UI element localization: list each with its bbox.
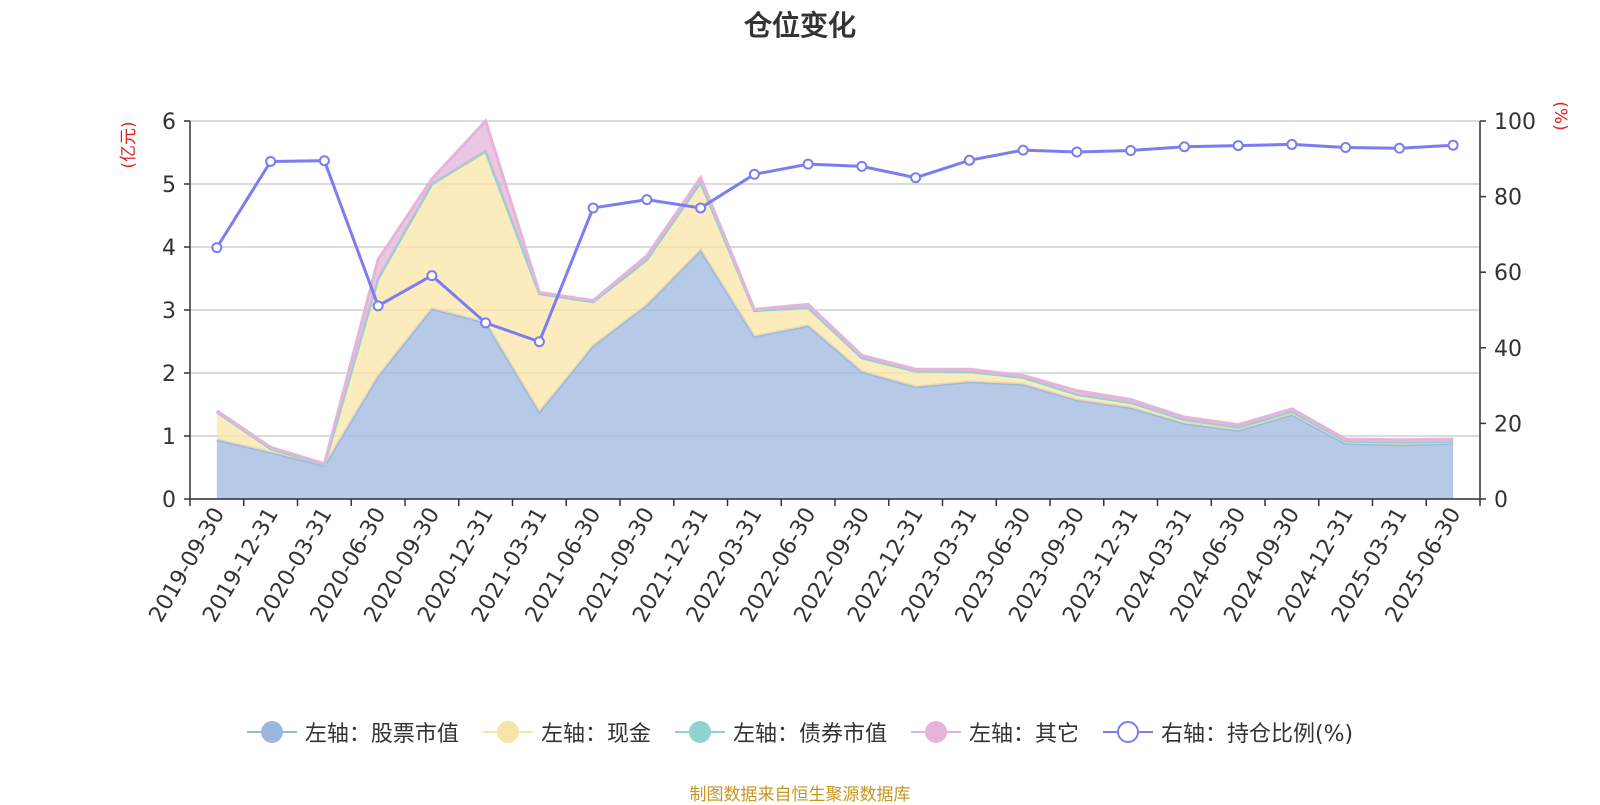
legend-label: 左轴：现金 [540,722,651,747]
y-left-unit-label: (亿元) [119,121,139,168]
legend-item-bond[interactable]: 左轴：债券市值 [674,716,887,748]
source-note: 制图数据来自恒生聚源数据库 [689,785,911,805]
ratio-point [963,154,975,166]
ratio-point [265,155,277,167]
ratio-point [318,155,330,167]
y-left-tick-label: 2 [162,362,176,387]
legend-label: 左轴：股票市值 [304,722,459,747]
legend-label: 左轴：其它 [968,722,1079,747]
ratio-point [1071,146,1083,158]
ratio-point [587,202,599,214]
ratio-point [1232,140,1244,152]
legend-item-cash[interactable]: 左轴：现金 [482,716,651,748]
y-right-tick-label: 60 [1494,261,1522,286]
ratio-line [215,142,1454,344]
ratio-point [1447,139,1459,151]
ratio-point [748,168,760,180]
ratio-point [802,158,814,170]
y-right-tick-label: 100 [1494,110,1536,135]
ratio-point [480,317,492,329]
y-right-tick-label: 40 [1494,337,1522,362]
ratio-point [372,300,384,312]
legend-item-stock[interactable]: 左轴：股票市值 [246,716,459,748]
ratio-point [211,242,223,254]
legend-circle-icon [674,720,725,744]
area-左轴：现金 [216,151,1454,466]
ratio-point [910,172,922,184]
legend-circle-icon [482,720,533,744]
y-left-tick-label: 0 [162,488,176,513]
area-edge-左轴：其它 [216,118,1454,466]
ratio-point [1286,138,1298,150]
ratio-point [1125,144,1137,156]
legend-label: 左轴：债券市值 [732,722,887,747]
ratio-point [641,194,653,206]
ratio-point [1340,141,1352,153]
area-左轴：股票市值 [216,250,1454,499]
ratio-point [695,202,707,214]
y-right-unit-label: (%) [1550,101,1570,130]
ratio-point [533,336,545,348]
y-left-tick-label: 6 [162,110,176,135]
y-left-tick-label: 5 [162,173,176,198]
legend-hollow-circle-icon [1102,720,1153,744]
ratio-point [1017,144,1029,156]
chart-title: 仓位变化 [743,9,856,42]
ratio-point [426,270,438,282]
legend-item-other[interactable]: 左轴：其它 [910,716,1079,748]
ratio-point [1393,142,1405,154]
legend-circle-icon [910,720,961,744]
legend-label: 右轴：持仓比例(%) [1160,722,1354,747]
ratio-point [1178,141,1190,153]
y-left-tick-label: 3 [162,299,176,324]
y-right-tick-label: 0 [1494,488,1508,513]
y-left-tick-label: 4 [162,236,176,261]
chart-legend[interactable]: 左轴：股票市值 左轴：现金 左轴：债券市值 左轴：其它 右轴：持仓比例(%) [0,716,1600,748]
legend-circle-icon [246,720,297,744]
y-left-tick-label: 1 [162,425,176,450]
legend-item-ratio[interactable]: 右轴：持仓比例(%) [1102,716,1354,748]
ratio-point [856,160,868,172]
y-right-tick-label: 80 [1494,186,1522,211]
y-right-tick-label: 20 [1494,412,1522,437]
